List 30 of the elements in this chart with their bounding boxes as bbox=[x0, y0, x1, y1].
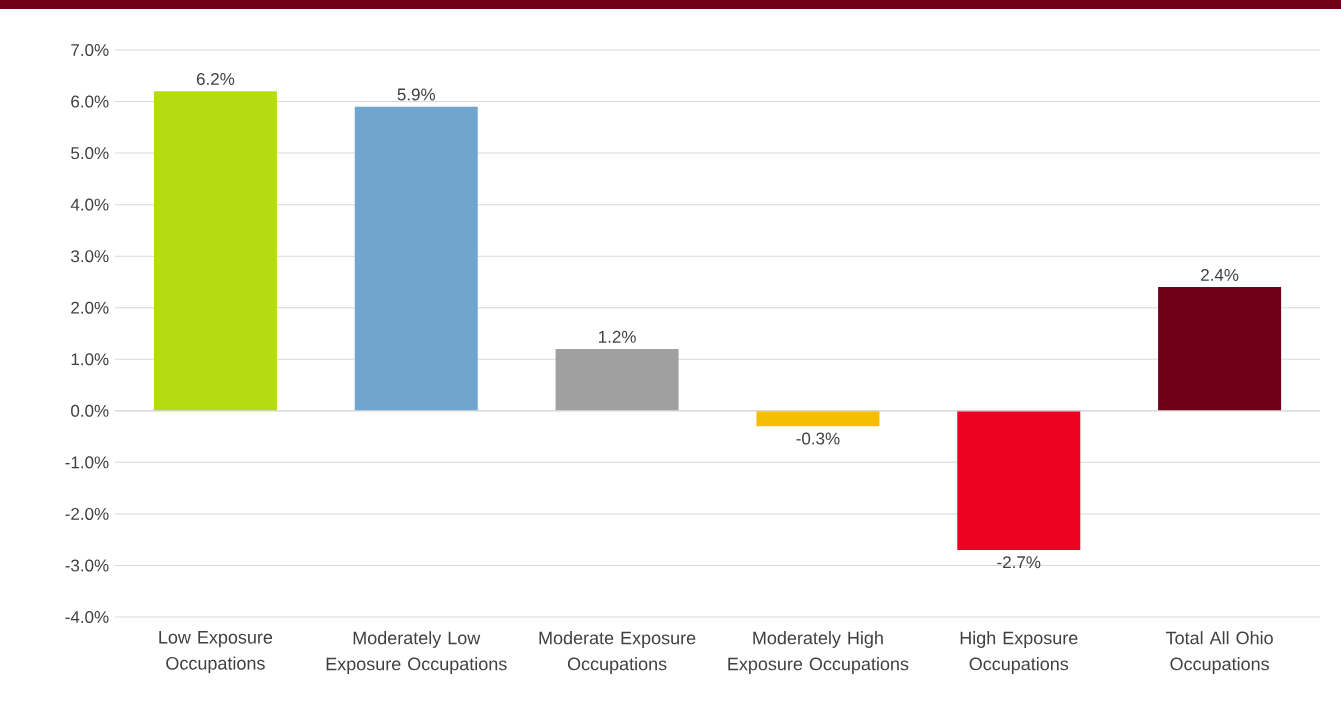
data-label: -2.7% bbox=[997, 556, 1041, 569]
bar bbox=[1158, 287, 1282, 411]
y-tick-label: -2.0% bbox=[65, 507, 109, 520]
bar bbox=[354, 106, 478, 411]
y-tick-label: 2.0% bbox=[71, 301, 109, 314]
x-tick-label: Moderately High Exposure Occupations bbox=[728, 631, 909, 674]
y-tick-label: -4.0% bbox=[65, 610, 109, 624]
x-tick-label: High Exposure Occupations bbox=[960, 631, 1078, 674]
y-tick-label: 3.0% bbox=[71, 250, 109, 263]
data-label: 2.4% bbox=[1201, 268, 1239, 281]
y-tick-label: -3.0% bbox=[65, 559, 109, 572]
data-label: 6.2% bbox=[196, 72, 235, 86]
y-tick-label: 5.0% bbox=[71, 147, 109, 160]
y-tick-label: -1.0% bbox=[65, 456, 109, 469]
x-tick-label: Moderate Exposure Occupations bbox=[539, 631, 696, 674]
x-tick-label: Moderately Low Exposure Occupations bbox=[326, 631, 507, 674]
data-label: 5.9% bbox=[397, 88, 436, 101]
y-tick-label: 4.0% bbox=[70, 198, 109, 211]
data-label: 1.2% bbox=[599, 330, 636, 343]
bar bbox=[153, 91, 277, 411]
y-tick-label: 7.0% bbox=[71, 43, 109, 57]
data-label: -0.3% bbox=[796, 432, 840, 445]
y-tick-label: 0.0% bbox=[71, 404, 109, 417]
y-tick-label: 1.0% bbox=[71, 353, 109, 366]
x-tick-label: Low Exposure Occupations bbox=[159, 631, 273, 674]
x-tick-label: Total All Ohio Occupations bbox=[1165, 631, 1273, 674]
y-tick-label: 6.0% bbox=[71, 95, 109, 108]
bar bbox=[756, 410, 880, 427]
bar bbox=[957, 410, 1081, 550]
bar bbox=[555, 348, 679, 411]
